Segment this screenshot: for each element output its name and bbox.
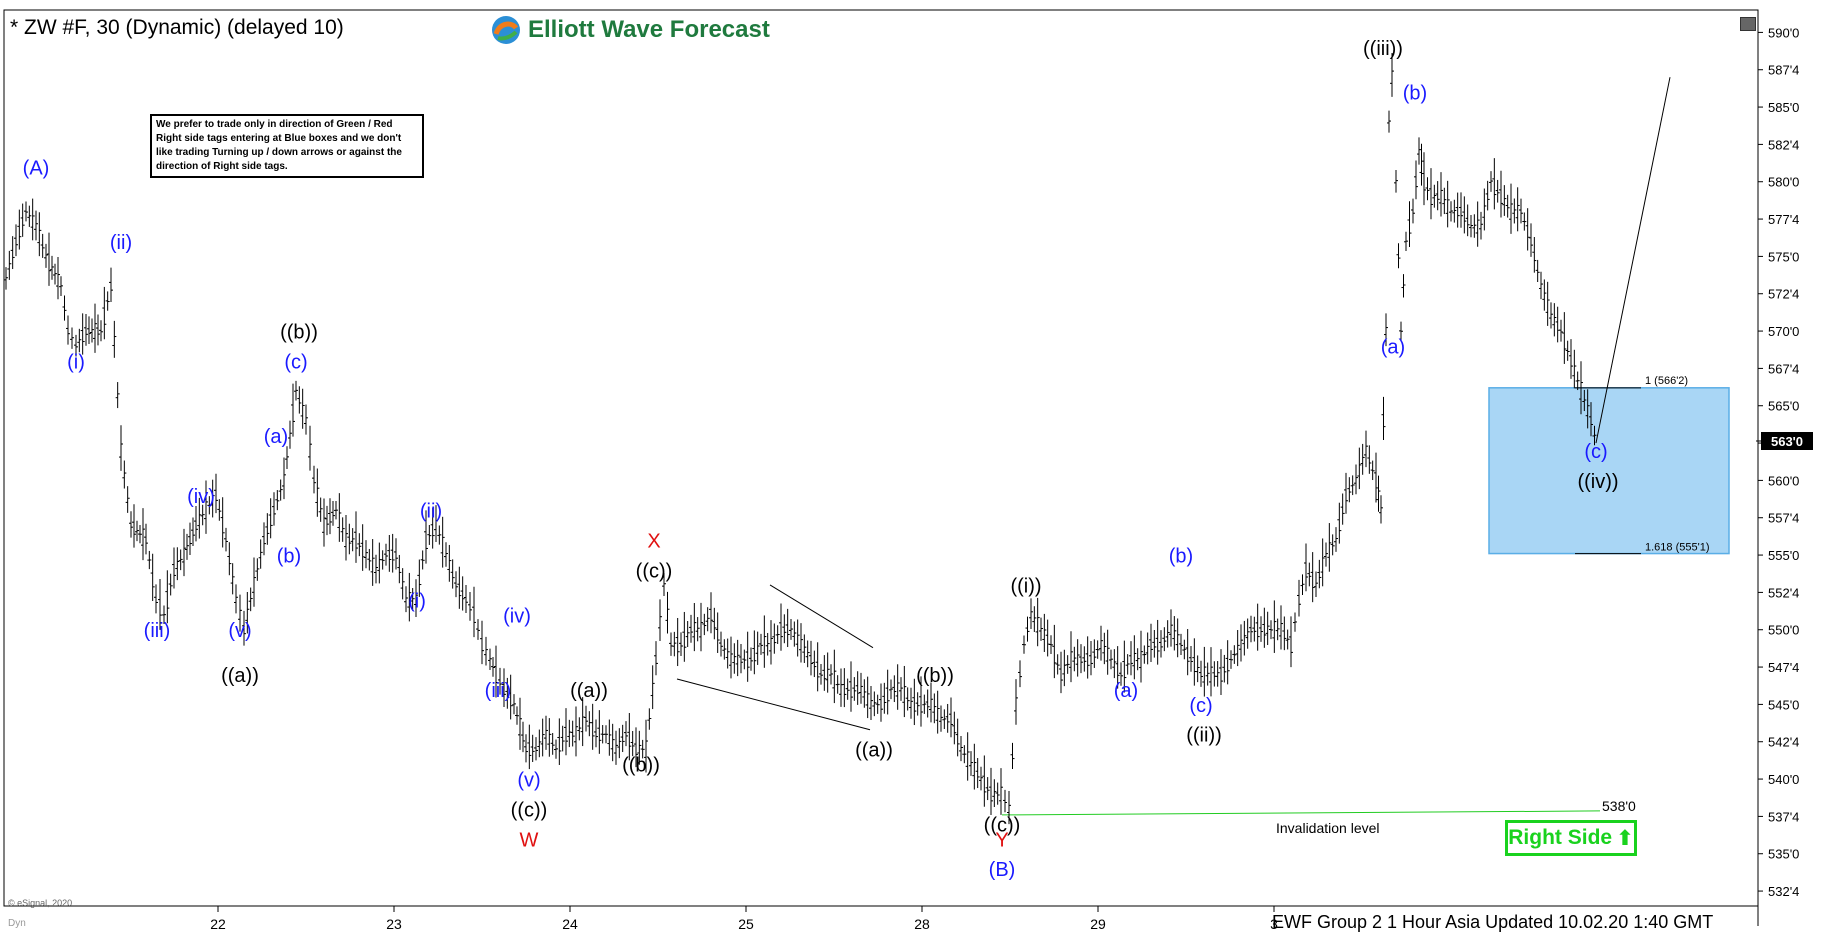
wave-label: (c) [284,351,307,373]
wave-label: ((c)) [636,560,673,582]
current-price-tag: 563'0 [1761,432,1813,450]
x-tick-label: 23 [386,916,402,932]
wave-label: ((a)) [221,665,259,687]
wave-label: (iv) [503,605,531,627]
wave-label: (B) [989,859,1016,881]
y-tick-label: 590'0 [1768,25,1799,40]
y-tick-label: 572'4 [1768,287,1799,302]
right-side-label: Right Side [1508,826,1613,849]
right-side-tag: Right Side ⬆ [1505,820,1637,856]
y-tick-label: 532'4 [1768,884,1799,899]
wave-label: W [520,829,539,851]
invalidation-caption: Invalidation level [1276,820,1380,836]
wave-label: ((b)) [916,665,954,687]
y-tick-label: 550'0 [1768,623,1799,638]
y-tick-label: 560'0 [1768,473,1799,488]
brand-logo: Elliott Wave Forecast [490,14,770,46]
wave-label: (iii) [144,620,171,642]
x-tick-label: 22 [210,916,226,932]
y-tick-label: 587'4 [1768,63,1799,78]
y-tick-label: 582'4 [1768,137,1799,152]
triangle-upper-line [769,584,874,649]
window-icon[interactable] [1740,17,1756,31]
wave-label: (A) [23,157,50,179]
wave-label: Y [995,829,1008,851]
wave-label: (b) [277,546,301,568]
invalidation-price: 538'0 [1602,798,1636,814]
wave-label: (i) [408,590,426,612]
wave-label: (i) [67,351,85,373]
y-tick-label: 535'0 [1768,847,1799,862]
x-tick-label: 28 [914,916,930,932]
trading-note: We prefer to trade only in direction of … [150,114,424,178]
wave-label: ((iv)) [1577,471,1618,493]
y-tick-label: 552'4 [1768,585,1799,600]
symbol-title: * ZW #F, 30 (Dynamic) (delayed 10) [10,16,344,39]
invalidation-line [1001,810,1601,816]
wave-label: (c) [1584,441,1607,463]
wave-label: (ii) [110,232,132,254]
wave-label: ((b)) [280,322,318,344]
fib-label-bottom: 1.618 (555'1) [1645,542,1709,554]
x-tick-label: 29 [1090,916,1106,932]
wave-label: ((ii)) [1186,725,1222,747]
y-tick-label: 580'0 [1768,175,1799,190]
wave-label: ((c)) [984,814,1021,836]
wave-label: ((i)) [1010,575,1041,597]
wave-label: (a) [1381,336,1405,358]
y-tick-label: 567'4 [1768,361,1799,376]
y-tick-label: 540'0 [1768,772,1799,787]
triangle-lower-line [676,678,871,731]
y-tick-label: 565'0 [1768,399,1799,414]
dyn-label: Dyn [8,918,26,929]
wave-label: (v) [228,620,251,642]
wave-label: (a) [1114,680,1138,702]
wave-label: ((iii)) [1363,38,1403,60]
y-tick-label: 545'0 [1768,697,1799,712]
wave-label: ((a)) [855,740,893,762]
y-tick-label: 547'4 [1768,660,1799,675]
y-tick-label: 577'4 [1768,212,1799,227]
x-tick-label: 25 [738,916,754,932]
footer-status: EWF Group 2 1 Hour Asia Updated 10.02.20… [1272,912,1714,932]
logo-icon [492,16,520,44]
y-tick-label: 537'4 [1768,809,1799,824]
up-arrow-icon: ⬆ [1616,826,1634,850]
brand-name: Elliott Wave Forecast [528,16,770,43]
y-tick-label: 570'0 [1768,324,1799,339]
wave-label: X [647,531,660,553]
y-tick-label: 555'0 [1768,548,1799,563]
wave-label: (v) [517,770,540,792]
x-tick-label: 24 [562,916,578,932]
wave-label: (a) [264,426,288,448]
wave-label: (iii) [485,680,512,702]
y-tick-label: 557'4 [1768,511,1799,526]
wave-label: (ii) [420,501,442,523]
wave-label: (b) [1403,83,1427,105]
x-tick-label: 3 [1270,916,1278,932]
copyright: © eSignal, 2020 [8,898,73,908]
wave-label: (b) [1169,546,1193,568]
wave-label: ((a)) [570,680,608,702]
wave-label: (iv) [187,486,215,508]
y-tick-label: 585'0 [1768,100,1799,115]
y-tick-label: 542'4 [1768,735,1799,750]
wave-label: (c) [1189,695,1212,717]
projection-line [1595,77,1671,444]
wave-label: ((b)) [622,755,660,777]
y-tick-label: 575'0 [1768,249,1799,264]
fib-label-top: 1 (566'2) [1645,375,1688,387]
wave-label: ((c)) [511,799,548,821]
